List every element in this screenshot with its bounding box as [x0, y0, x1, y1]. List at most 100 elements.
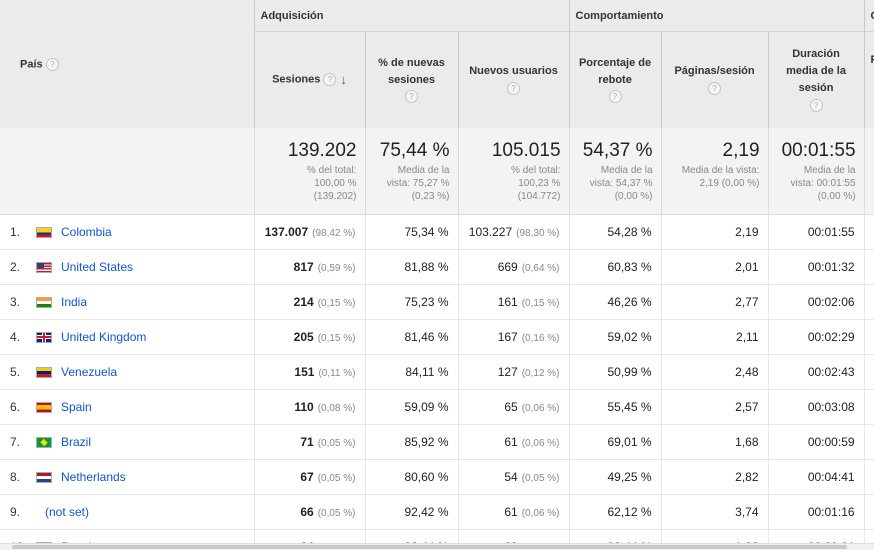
table-body: 1. Colombia 137.007 (98,42 %) 75,34 % 103.…: [0, 214, 874, 550]
truncated-cell: [863, 389, 874, 425]
sesiones-value: 151: [294, 364, 315, 379]
total-value: 2,19: [722, 140, 760, 161]
paginas-cell: 2,82: [660, 459, 769, 495]
table-row: 9. (not set) 66 (0,05 %) 92,42 % 61 (0,06 %…: [0, 494, 874, 530]
truncated-cell: [863, 354, 874, 390]
country-cell: 6. Spain: [0, 389, 254, 425]
pct-nuevas-cell: 75,34 %: [364, 214, 458, 250]
rebote-cell: 60,83 %: [568, 249, 662, 285]
sesiones-cell: 205 (0,15 %): [253, 319, 365, 355]
row-number: 6.: [10, 399, 21, 414]
nuevos-pct: (0,05 %): [521, 472, 560, 484]
table-row: 5. Venezuela 151 (0,11 %) 84,11 % 127 (0,12…: [0, 354, 874, 390]
country-cell: 3. India: [0, 284, 254, 320]
country-cell: 2. United States: [0, 249, 254, 285]
sesiones-cell: 67 (0,05 %): [253, 459, 365, 495]
rebote-cell: 49,25 %: [568, 459, 662, 495]
nuevos-cell: 65 (0,06 %): [457, 389, 570, 425]
total-pct-nuevas: 75,44 % Media de la vista: 75,27 % (0,23…: [364, 128, 458, 215]
table-row: 8. Netherlands 67 (0,05 %) 80,60 % 54 (0,05…: [0, 459, 874, 495]
row-number: 4.: [10, 329, 21, 344]
sesiones-pct: (0,11 %): [318, 367, 356, 379]
nuevos-value: 127: [497, 364, 518, 379]
country-link[interactable]: (not set): [45, 504, 90, 519]
nuevos-cell: 61 (0,06 %): [457, 424, 570, 460]
country-link[interactable]: India: [61, 294, 88, 309]
flag-icon: [36, 436, 52, 448]
scrollbar-thumb[interactable]: [12, 545, 847, 549]
nuevos-pct: (0,06 %): [521, 402, 560, 414]
col-paginas-label: Páginas/sesión: [674, 65, 755, 77]
nuevos-value: 61: [504, 504, 518, 519]
sesiones-value: 137.007: [264, 224, 309, 239]
help-icon[interactable]: ?: [507, 81, 520, 95]
total-sub: Media de la: [803, 165, 856, 176]
country-link[interactable]: Spain: [61, 399, 92, 414]
total-sub: % del total:: [307, 165, 357, 176]
sesiones-value: 67: [300, 469, 314, 484]
col-paginas[interactable]: Páginas/sesión ?: [660, 31, 769, 128]
country-link[interactable]: United States: [61, 259, 134, 274]
pct-nuevas-cell: 80,60 %: [364, 459, 458, 495]
pct-nuevas-cell: 84,11 %: [364, 354, 458, 390]
col-rebote[interactable]: Porcentaje de rebote ?: [568, 31, 662, 128]
paginas-cell: 2,11: [660, 319, 769, 355]
country-link[interactable]: Netherlands: [61, 469, 126, 484]
table-row: 1. Colombia 137.007 (98,42 %) 75,34 % 103.…: [0, 214, 874, 250]
duracion-cell: 00:02:43: [767, 354, 865, 390]
flag-icon: [36, 296, 52, 308]
rebote-cell: 50,99 %: [568, 354, 662, 390]
help-icon[interactable]: ?: [45, 57, 59, 71]
nuevos-value: 54: [504, 469, 518, 484]
nuevos-pct: (0,64 %): [521, 262, 560, 274]
rebote-cell: 46,26 %: [568, 284, 662, 320]
sesiones-cell: 137.007 (98,42 %): [253, 214, 365, 250]
col-nuevos-usuarios[interactable]: Nuevos usuarios ?: [457, 31, 570, 128]
sesiones-pct: (0,15 %): [317, 332, 356, 344]
total-sub: (0,23 %): [411, 191, 450, 202]
help-icon[interactable]: ?: [608, 90, 622, 104]
nuevos-cell: 127 (0,12 %): [457, 354, 570, 390]
col-sesiones[interactable]: Sesiones ? ↓: [253, 31, 365, 128]
sesiones-cell: 66 (0,05 %): [253, 494, 365, 530]
col-pct-nuevas-label: % de nuevas sesiones: [378, 56, 445, 86]
sesiones-value: 205: [293, 329, 314, 344]
col-duracion-label: Duración media de la sesión: [786, 48, 846, 94]
group-header-row: País ? Adquisición Comportamiento C: [0, 0, 874, 128]
total-sesiones: 139.202 % del total: 100,00 % (139.202): [253, 128, 365, 215]
country-link[interactable]: United Kingdom: [61, 329, 147, 344]
sesiones-value: 71: [300, 434, 314, 449]
col-pais[interactable]: País ?: [0, 0, 254, 128]
duracion-cell: 00:02:06: [767, 284, 865, 320]
help-icon[interactable]: ?: [405, 90, 418, 104]
pct-nuevas-cell: 85,92 %: [364, 424, 458, 460]
help-icon[interactable]: ?: [708, 81, 722, 95]
country-link[interactable]: Brazil: [61, 434, 92, 449]
country-link[interactable]: Venezuela: [61, 364, 118, 379]
nuevos-pct: (0,16 %): [521, 332, 560, 344]
sesiones-value: 214: [293, 294, 314, 309]
horizontal-scrollbar[interactable]: [0, 543, 874, 550]
total-sub: Media de la: [600, 165, 653, 176]
totals-label-cell: [0, 128, 254, 215]
row-number: 2.: [10, 259, 21, 274]
sort-arrow-down-icon[interactable]: ↓: [340, 72, 347, 88]
col-pct-nuevas[interactable]: % de nuevas sesiones ?: [364, 31, 458, 128]
nuevos-pct: (98,30 %): [516, 227, 560, 239]
sesiones-pct: (0,05 %): [317, 507, 356, 519]
sesiones-cell: 110 (0,08 %): [253, 389, 365, 425]
table-row: 3. India 214 (0,15 %) 75,23 % 161 (0,15 %) …: [0, 284, 874, 320]
help-icon[interactable]: ?: [323, 73, 337, 87]
col-pais-label: País: [20, 57, 43, 70]
country-link[interactable]: Colombia: [61, 224, 112, 239]
truncated-cell: [863, 249, 874, 285]
nuevos-value: 103.227: [468, 224, 513, 239]
sesiones-pct: (0,08 %): [317, 402, 356, 414]
total-sub: (0,00 %): [817, 191, 856, 202]
total-sub: Media de la: [397, 165, 450, 176]
truncated-cell: [863, 529, 874, 550]
total-value: 75,44 %: [379, 140, 450, 161]
help-icon[interactable]: ?: [809, 98, 823, 112]
duracion-cell: 00:03:08: [767, 389, 865, 425]
col-duracion[interactable]: Duración media de la sesión ?: [767, 31, 865, 128]
